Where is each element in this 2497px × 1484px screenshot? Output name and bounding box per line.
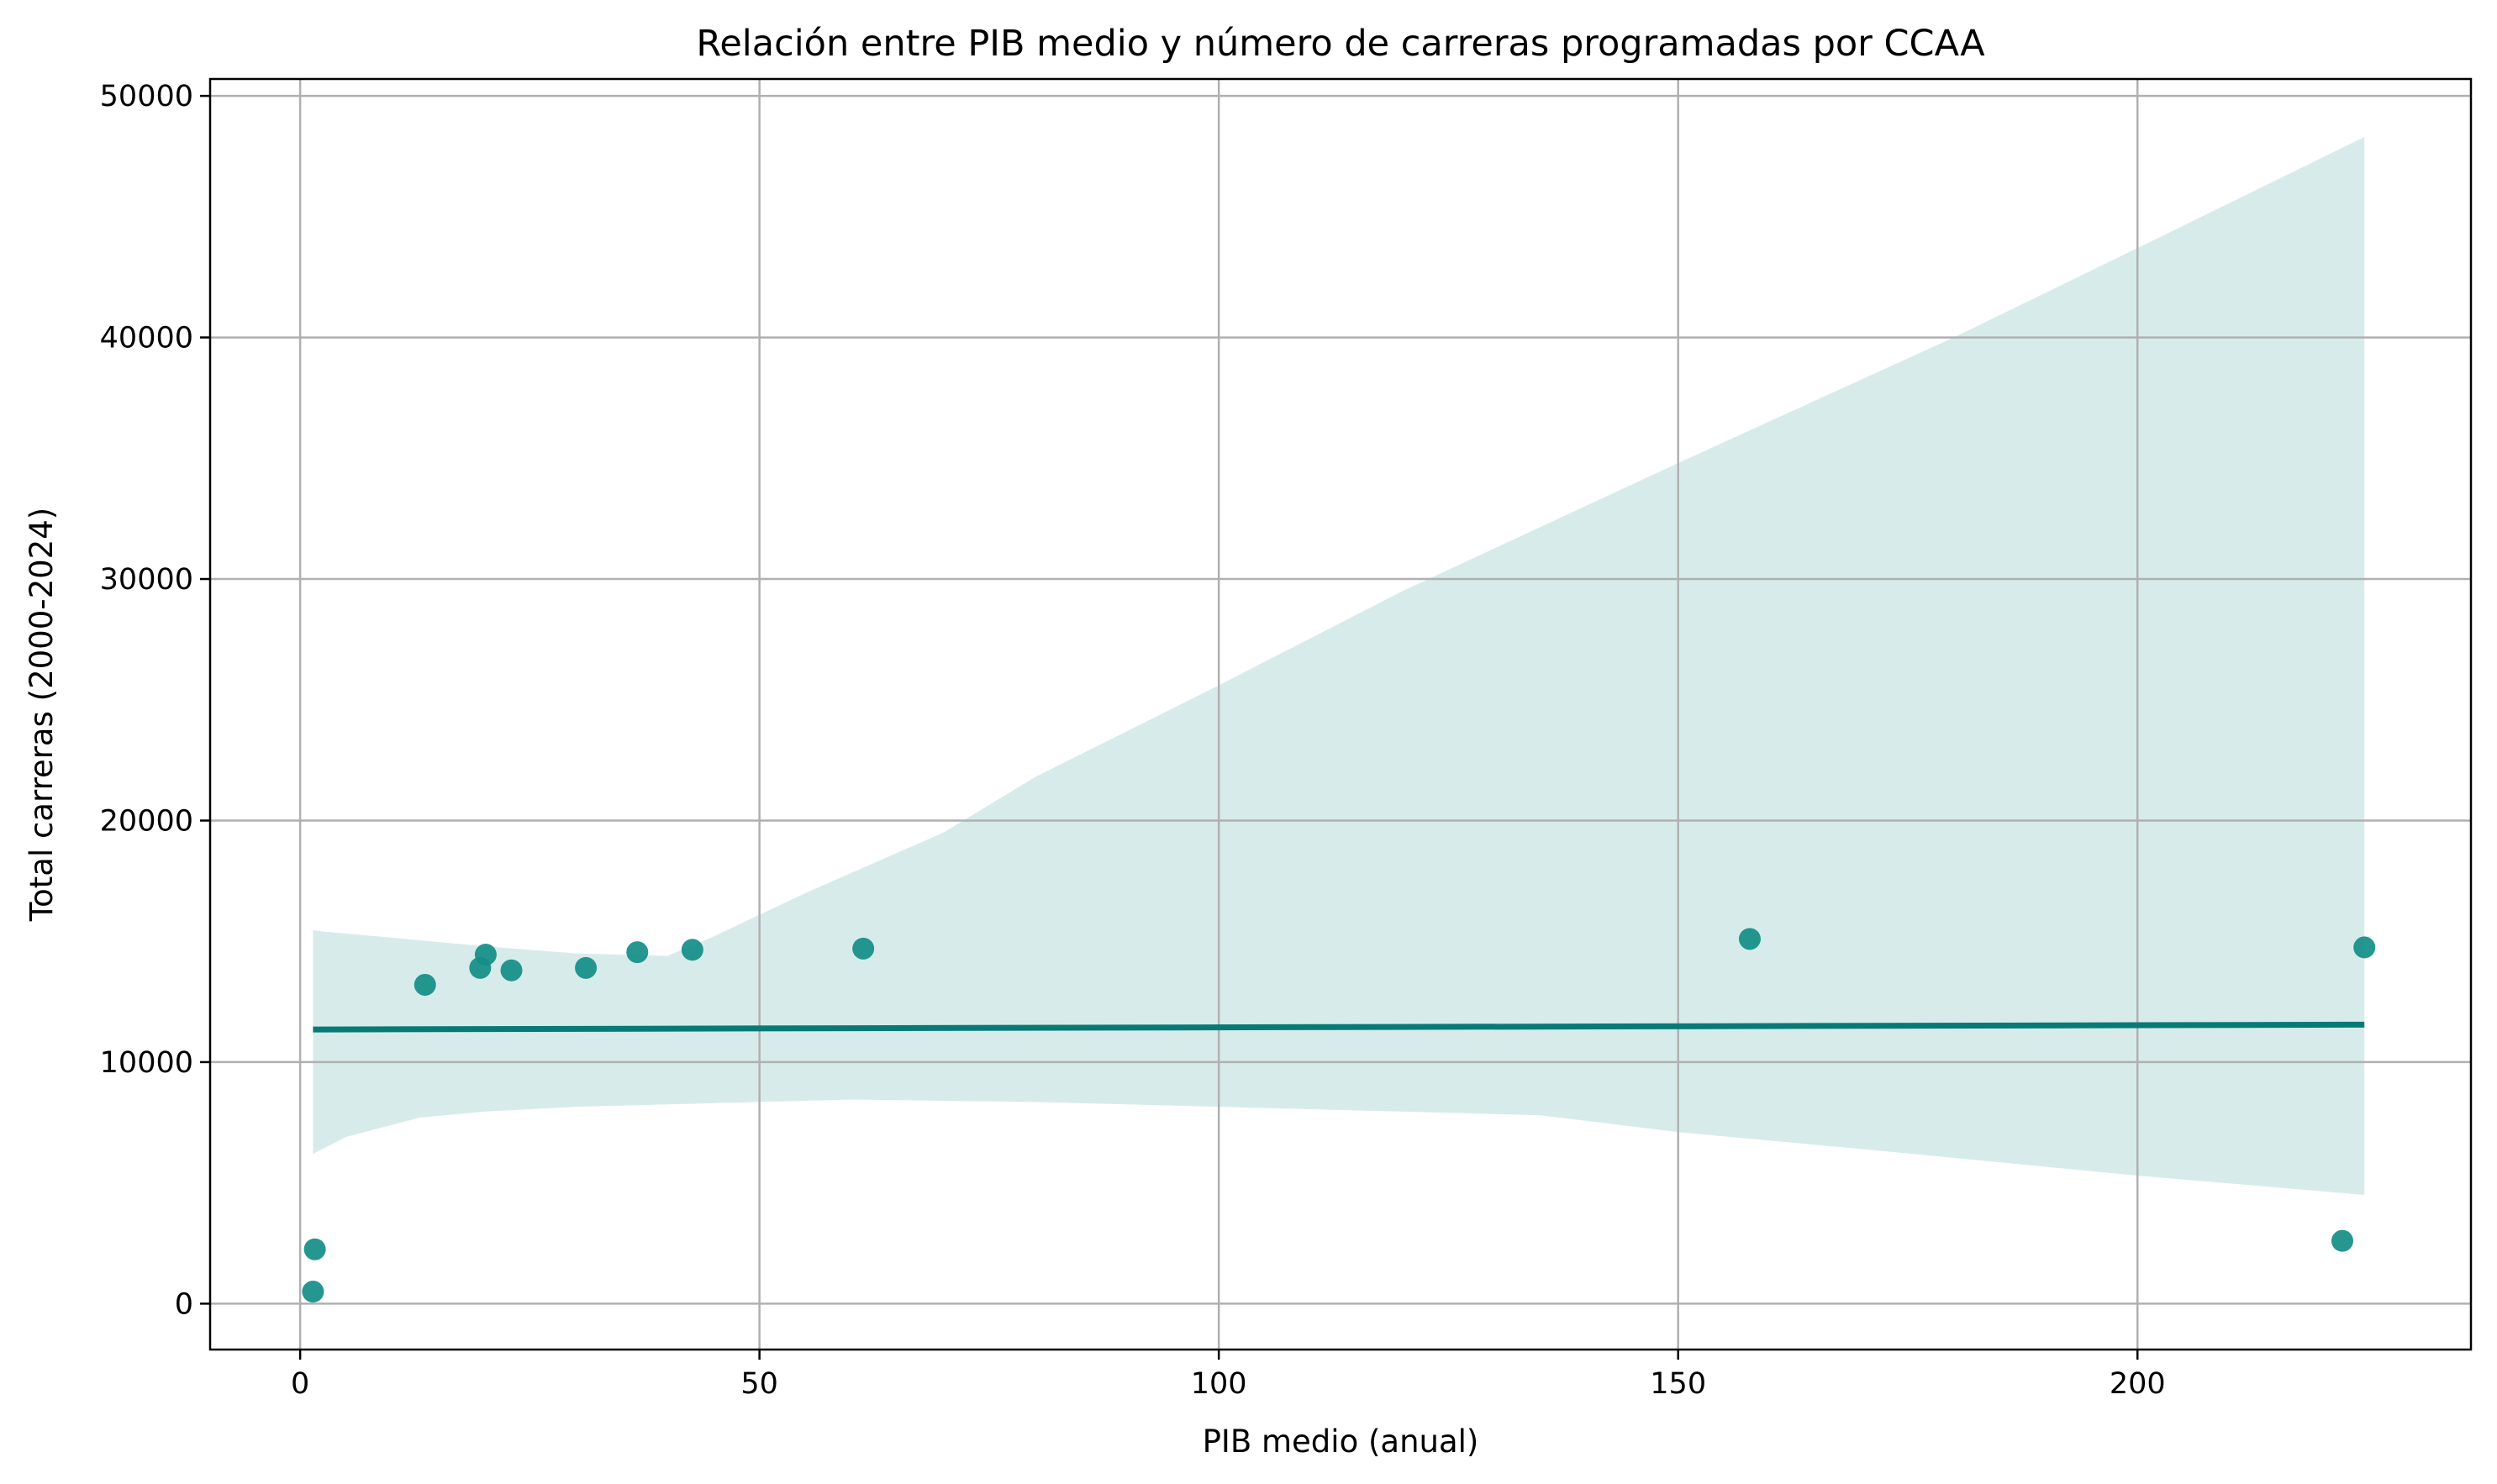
points-layer	[302, 928, 2376, 1303]
data-point	[2353, 936, 2376, 959]
x-tick-label: 200	[2110, 1367, 2166, 1401]
regression-line	[313, 1021, 2365, 1033]
y-axis-label: Total carreras (2000-2024)	[24, 508, 60, 922]
data-point	[2331, 1229, 2353, 1252]
x-tick-label: 0	[291, 1367, 309, 1401]
data-point	[474, 944, 497, 966]
data-point	[302, 1281, 324, 1303]
x-tick-label: 150	[1650, 1367, 1706, 1401]
data-point	[1738, 928, 1761, 950]
y-tick-label: 30000	[100, 563, 193, 597]
y-tick-label: 40000	[100, 322, 193, 355]
regression-line-layer	[313, 1021, 2365, 1033]
y-tick-label: 10000	[100, 1046, 193, 1080]
data-point	[500, 959, 523, 981]
grid-layer	[210, 79, 2471, 1350]
data-point	[626, 941, 649, 964]
data-point	[414, 973, 436, 996]
data-point	[575, 956, 598, 979]
chart-title: Relación entre PIB medio y número de car…	[696, 23, 1985, 65]
x-tick-label: 100	[1191, 1367, 1247, 1401]
y-tick-label: 50000	[100, 80, 193, 113]
data-point	[303, 1238, 326, 1260]
confidence-band-layer	[313, 137, 2365, 1195]
x-tick-label: 50	[740, 1367, 778, 1401]
confidence-band	[313, 137, 2365, 1195]
data-point	[681, 939, 703, 961]
x-axis-ticks: 0 50 100 150 200	[291, 1350, 2166, 1401]
data-point	[852, 937, 875, 960]
x-axis-label: PIB medio (anual)	[1203, 1423, 1479, 1460]
plot-frame	[208, 77, 2473, 1351]
y-axis-ticks: 0 10000 20000 30000 40000 50000	[100, 80, 210, 1321]
y-tick-label: 20000	[100, 804, 193, 838]
y-tick-label: 0	[175, 1287, 193, 1321]
